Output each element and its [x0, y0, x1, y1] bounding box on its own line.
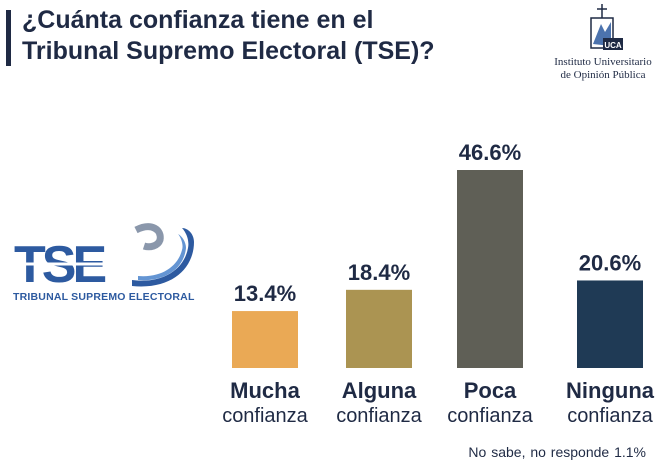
category-label: Mucha [230, 378, 300, 403]
bar [457, 170, 523, 368]
category-sublabel: confianza [447, 405, 533, 427]
dove-wing-icon [132, 228, 194, 287]
chart-title: ¿Cuánta confianza tiene en el Tribunal S… [22, 5, 482, 67]
bar [346, 289, 412, 368]
category-sublabel: confianza [336, 405, 422, 427]
dove-head-icon [134, 223, 164, 251]
tse-logo: TSE [12, 223, 194, 294]
category-sublabel: confianza [567, 405, 653, 427]
tse-caption: TRIBUNAL SUPREMO ELECTORAL [13, 291, 195, 303]
bar-value-label: 20.6% [579, 250, 641, 275]
iudop-name-line-1: Instituto Universitario [554, 56, 652, 68]
svg-text:UCA: UCA [604, 41, 622, 50]
footnote-value: 1.1% [614, 444, 646, 460]
category-label: Ninguna [566, 378, 655, 403]
bar [232, 311, 298, 368]
title-line-2: Tribunal Supremo Electoral (TSE)? [22, 37, 435, 65]
iudop-name-line-2: de Opinión Pública [560, 69, 646, 81]
category-sublabel: confianza [222, 405, 308, 427]
iudop-logo: UCA Instituto Universitario de Opinión P… [544, 4, 662, 82]
bar-value-label: 46.6% [459, 140, 521, 165]
title-accent-bar [6, 10, 11, 66]
bar [577, 280, 643, 368]
category-label: Poca [464, 378, 517, 403]
bar-value-label: 18.4% [348, 260, 410, 285]
footnote: No sabe, no responde 1.1% [468, 444, 646, 460]
bar-value-label: 13.4% [234, 281, 296, 306]
iudop-name: Instituto Universitario de Opinión Públi… [544, 56, 662, 82]
title-line-1: ¿Cuánta confianza tiene en el [22, 6, 374, 34]
iudop-emblem-icon: UCA [590, 4, 623, 50]
category-label: Alguna [342, 378, 417, 403]
footnote-label: No sabe, no responde [468, 444, 610, 460]
